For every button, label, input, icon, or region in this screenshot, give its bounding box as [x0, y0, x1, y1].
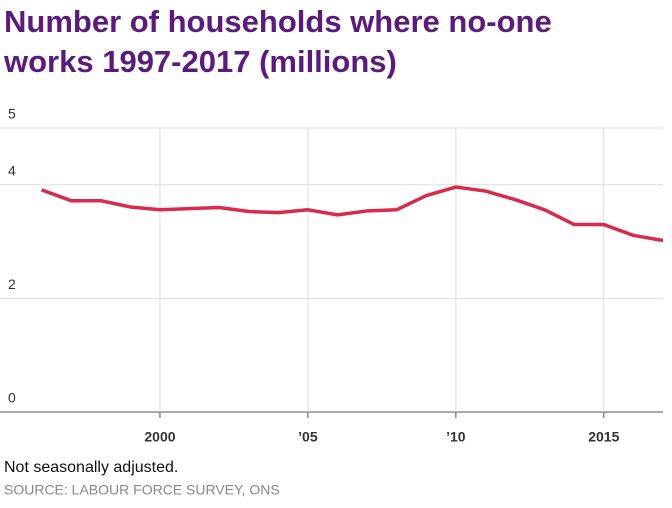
- y-tick-label: 4: [8, 163, 16, 179]
- series-line: [40, 185, 664, 243]
- x-tick-label: ’10: [446, 429, 466, 445]
- note: Not seasonally adjusted.: [4, 459, 178, 476]
- chart-title: Number of households where no-one: [4, 4, 552, 39]
- x-tick-label: ’05: [298, 429, 318, 445]
- x-tick-label: 2000: [144, 429, 175, 445]
- y-tick-label: 0: [8, 390, 16, 406]
- y-tick-label: 2: [8, 276, 16, 292]
- chart-title: works 1997-2017 (millions): [3, 44, 397, 79]
- x-tick-label: 2015: [588, 429, 619, 445]
- y-tick-label: 5: [8, 106, 16, 122]
- source: SOURCE: LABOUR FORCE SURVEY, ONS: [4, 482, 280, 498]
